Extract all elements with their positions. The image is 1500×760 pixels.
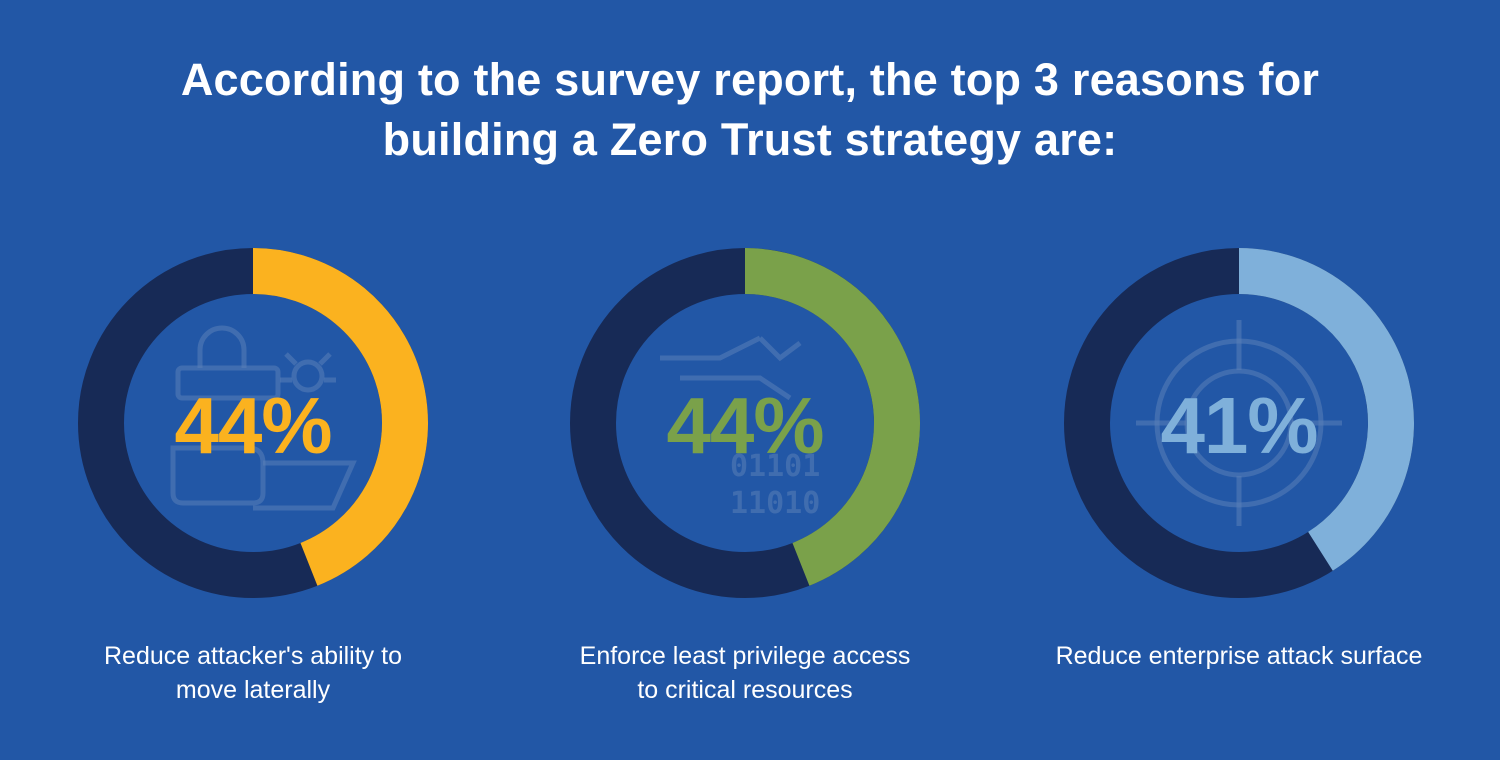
caption-2: Enforce least privilege access to critic…: [535, 639, 955, 707]
headline: According to the survey report, the top …: [0, 50, 1500, 170]
donut-value-arc: [1238, 248, 1414, 571]
binary-data-icon: 01101 11010: [660, 335, 820, 521]
caption-1: Reduce attacker's ability to move latera…: [43, 639, 463, 707]
target-crosshair-icon: [1136, 320, 1342, 526]
percentage-label-2: 44%: [666, 381, 824, 470]
donut-panel-3: 41% Reduce enterprise attack surface: [1029, 238, 1449, 718]
headline-line-1: According to the survey report, the top …: [180, 54, 1320, 105]
donut-value-arc: [744, 248, 920, 586]
donut-panel-2: 01101 11010 44% Enforce least privilege …: [535, 238, 955, 718]
headline-line-2: building a Zero Trust strategy are:: [382, 114, 1118, 165]
caption-3-line-1: Reduce enterprise attack surface: [1055, 642, 1423, 670]
binary-line-2: 11010: [730, 486, 820, 521]
caption-2-line-2: to critical resources: [637, 676, 853, 704]
caption-2-line-1: Enforce least privilege access: [579, 642, 911, 670]
percentage-label-1: 44%: [174, 381, 332, 470]
security-lock-bug-icon: [170, 325, 357, 511]
percentage-label-3: 41%: [1160, 381, 1318, 470]
donut-chart-2: 01101 11010: [570, 248, 920, 598]
binary-line-1: 01101: [730, 449, 820, 484]
caption-1-line-2: move laterally: [175, 676, 331, 704]
caption-1-line-1: Reduce attacker's ability to: [104, 642, 402, 670]
donut-chart-3: [1064, 248, 1414, 598]
donut-chart-1: [78, 248, 428, 598]
donut-panel-1: 44% Reduce attacker's ability to move la…: [43, 238, 463, 718]
caption-3: Reduce enterprise attack surface: [1029, 639, 1449, 673]
donut-value-arc: [252, 248, 428, 586]
